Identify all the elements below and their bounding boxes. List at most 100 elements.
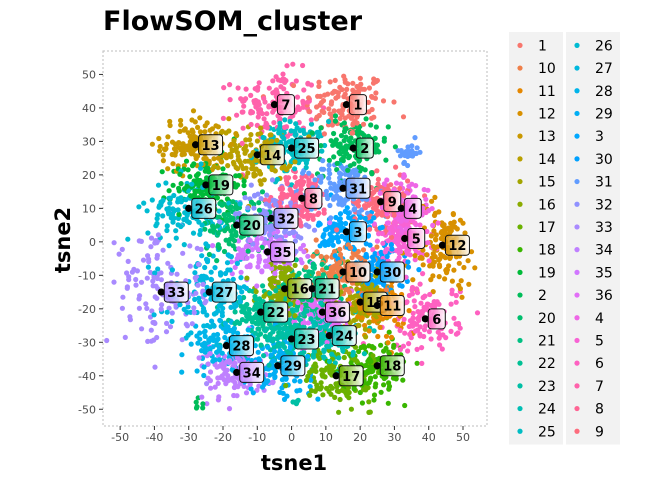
legend-key-12	[517, 110, 523, 117]
point-cluster-16	[261, 293, 267, 299]
point-cluster-4	[384, 177, 390, 183]
point-cluster-2	[341, 120, 347, 126]
point-cluster-6	[439, 346, 445, 352]
point-cluster-1	[350, 122, 356, 128]
cluster-label-box-26	[191, 197, 217, 219]
point-cluster-33	[148, 235, 155, 241]
point-cluster-27	[201, 308, 207, 314]
point-cluster-1	[350, 87, 356, 93]
point-cluster-5	[412, 220, 418, 226]
cluster-label-box-33	[163, 281, 189, 303]
cluster-center-17	[332, 372, 340, 380]
point-cluster-29	[307, 384, 313, 390]
legend-label-18: 18	[538, 243, 556, 259]
cluster-label-box-18	[379, 355, 405, 377]
point-cluster-33	[144, 275, 150, 281]
point-cluster-6	[453, 292, 459, 299]
point-cluster-12	[436, 262, 442, 268]
point-cluster-34	[207, 369, 214, 375]
point-cluster-6	[407, 318, 413, 324]
legend-label-8: 8	[595, 402, 604, 418]
point-cluster-16	[292, 313, 298, 319]
point-cluster-26	[197, 227, 204, 234]
point-cluster-32	[271, 197, 277, 203]
point-cluster-2	[372, 149, 379, 155]
legend-label-34: 34	[595, 243, 613, 259]
point-cluster-12	[468, 249, 475, 255]
point-cluster-7	[270, 78, 276, 84]
point-cluster-14	[258, 125, 264, 131]
point-cluster-5	[380, 240, 386, 246]
point-cluster-18	[385, 400, 391, 406]
point-cluster-28	[223, 329, 229, 335]
point-cluster-13	[207, 127, 213, 133]
point-cluster-7	[308, 117, 314, 123]
point-cluster-20	[202, 226, 208, 232]
point-cluster-13	[167, 118, 173, 125]
point-cluster-26	[136, 204, 142, 210]
legend-key-15	[517, 178, 523, 185]
point-cluster-17	[348, 406, 354, 412]
point-cluster-8	[289, 192, 295, 198]
point-cluster-4	[391, 187, 397, 193]
point-cluster-26	[173, 235, 179, 241]
point-cluster-14	[215, 165, 221, 171]
point-cluster-12	[420, 262, 426, 268]
point-cluster-31	[351, 167, 357, 174]
point-cluster-21	[319, 261, 325, 267]
point-cluster-12	[466, 281, 472, 287]
point-cluster-29	[250, 390, 256, 396]
point-cluster-29	[268, 352, 274, 358]
cluster-label-box-28	[228, 335, 254, 357]
x-tick-label--30: -30	[180, 431, 198, 444]
point-cluster-19	[176, 211, 182, 217]
legend-label-15: 15	[538, 175, 556, 191]
point-cluster-19	[241, 182, 247, 189]
point-cluster-28	[202, 349, 208, 355]
point-cluster-34	[217, 363, 223, 369]
point-cluster-36	[300, 320, 306, 326]
point-cluster-2	[355, 131, 361, 137]
point-cluster-2	[347, 163, 353, 169]
point-cluster-26	[205, 243, 211, 249]
cluster-label-box-11	[379, 294, 405, 316]
x-tick-label-10: 10	[319, 431, 333, 444]
point-cluster-25	[281, 136, 287, 142]
point-cluster-31	[341, 201, 347, 207]
point-cluster-1	[357, 75, 363, 81]
point-cluster-24	[326, 358, 333, 364]
cluster-label-2: 2	[360, 142, 369, 157]
point-cluster-1	[306, 108, 312, 114]
point-cluster-35	[244, 243, 250, 249]
point-cluster-14	[269, 138, 275, 144]
legend-key-16	[517, 201, 523, 207]
point-cluster-20	[221, 201, 227, 207]
point-cluster-16	[267, 276, 273, 282]
point-cluster-31	[300, 170, 306, 176]
cluster-label-29: 29	[284, 360, 302, 375]
point-cluster-25	[326, 118, 332, 125]
point-cluster-26	[164, 223, 170, 229]
point-cluster-27	[166, 243, 172, 249]
point-cluster-16	[244, 275, 250, 281]
point-cluster-7	[290, 61, 296, 67]
legend-label-1: 1	[538, 38, 547, 54]
point-cluster-33	[148, 244, 154, 250]
legend-label-32: 32	[595, 197, 613, 213]
point-cluster-28	[201, 364, 207, 370]
cluster-label-box-34	[239, 361, 265, 383]
cluster-center-7	[270, 100, 279, 109]
point-cluster-20	[245, 248, 251, 254]
point-cluster-24	[311, 323, 317, 329]
point-cluster-21	[323, 265, 330, 271]
point-cluster-12	[433, 237, 439, 243]
legend-key-35	[574, 269, 580, 275]
point-cluster-12	[436, 257, 442, 263]
point-cluster-6	[403, 299, 409, 306]
point-cluster-34	[208, 385, 214, 391]
point-cluster-20	[230, 199, 236, 205]
point-cluster-4	[399, 228, 405, 234]
point-cluster-17	[319, 367, 325, 373]
cluster-label-36: 36	[328, 306, 346, 321]
point-cluster-7	[293, 78, 299, 84]
